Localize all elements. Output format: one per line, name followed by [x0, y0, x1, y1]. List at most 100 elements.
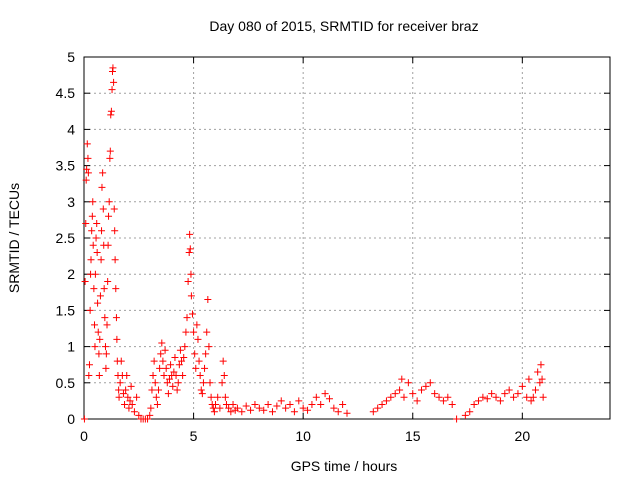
plot-frame: [83, 56, 611, 420]
data-point: [164, 390, 172, 398]
data-point: [202, 350, 210, 358]
data-point: [321, 390, 329, 398]
data-point: [201, 364, 209, 372]
data-point: [102, 350, 110, 358]
data-point: [339, 401, 347, 409]
data-point: [216, 404, 224, 412]
data-point: [179, 372, 187, 380]
data-point: [85, 361, 93, 369]
data-point: [479, 393, 487, 401]
data-point: [162, 364, 170, 372]
data-point: [444, 393, 452, 401]
data-point: [104, 241, 112, 249]
data-point: [209, 404, 217, 412]
data-point: [110, 205, 118, 213]
data-point: [88, 227, 96, 235]
data-point: [87, 256, 95, 264]
y-tick-label: 0: [67, 411, 75, 427]
data-point: [212, 401, 219, 409]
data-point: [113, 335, 121, 343]
data-point: [422, 382, 430, 390]
data-point: [89, 241, 97, 249]
data-point: [227, 408, 235, 416]
data-point: [439, 397, 447, 405]
data-point: [144, 415, 152, 423]
data-point: [99, 169, 107, 177]
data-point: [233, 404, 241, 412]
data-point: [80, 415, 88, 423]
data-point: [117, 357, 125, 365]
data-point: [470, 401, 478, 409]
data-point: [111, 256, 119, 264]
data-point: [175, 361, 183, 369]
data-point: [400, 393, 408, 401]
data-point: [167, 361, 175, 369]
data-point: [116, 379, 124, 387]
data-point: [146, 411, 154, 419]
data-point: [453, 415, 461, 423]
data-point: [96, 335, 104, 343]
data-point: [88, 212, 96, 220]
data-point: [184, 277, 192, 285]
data-point: [103, 321, 111, 329]
data-point: [529, 393, 537, 401]
data-point: [96, 292, 104, 300]
data-point: [531, 386, 539, 394]
data-point: [130, 408, 138, 416]
data-point: [334, 408, 342, 416]
data-point: [413, 397, 421, 405]
data-point: [539, 393, 547, 401]
data-point: [108, 86, 116, 94]
data-point: [387, 393, 395, 401]
data-point: [282, 404, 290, 412]
data-point: [391, 390, 399, 398]
data-point: [95, 350, 103, 358]
data-point: [382, 397, 390, 405]
data-point: [222, 401, 230, 409]
data-point: [112, 285, 120, 293]
data-point: [112, 314, 120, 322]
data-point: [343, 409, 351, 417]
data-point: [172, 372, 180, 380]
data-point: [510, 393, 518, 401]
data-point: [325, 395, 333, 403]
data-point: [105, 198, 113, 206]
data-point: [277, 397, 285, 405]
data-point: [435, 393, 443, 401]
data-point: [475, 397, 482, 405]
data-point: [193, 321, 201, 329]
data-point: [197, 386, 205, 394]
y-tick-label: 0.5: [56, 375, 76, 391]
data-point: [220, 372, 228, 380]
data-point: [170, 368, 178, 376]
data-point: [101, 314, 109, 322]
x-tick-label: 20: [515, 428, 531, 444]
data-point: [527, 397, 535, 405]
data-point: [161, 346, 169, 354]
data-point: [102, 364, 110, 372]
data-point: [496, 397, 504, 405]
data-point: [198, 390, 206, 398]
data-point: [488, 390, 496, 398]
data-point: [111, 227, 119, 235]
x-tick-label: 15: [405, 428, 421, 444]
data-point: [426, 379, 434, 387]
data-point: [115, 393, 123, 401]
data-point: [169, 382, 177, 390]
tick-label-layer: 0 0.5 1 1.5 2 2.5 3 3.5 4 4.5 5 0 5 10 15 20: [56, 49, 531, 444]
data-point: [219, 357, 227, 365]
data-point: [188, 310, 196, 318]
data-point: [378, 401, 386, 409]
data-point: [196, 372, 204, 380]
data-point: [107, 111, 115, 119]
grid-layer: [84, 57, 610, 419]
data-point: [264, 401, 272, 409]
data-point: [98, 183, 106, 191]
data-point: [404, 379, 412, 387]
data-point: [483, 395, 491, 403]
data-point: [299, 404, 307, 412]
data-point: [105, 212, 113, 220]
data-point: [123, 372, 131, 380]
data-point: [92, 234, 100, 242]
